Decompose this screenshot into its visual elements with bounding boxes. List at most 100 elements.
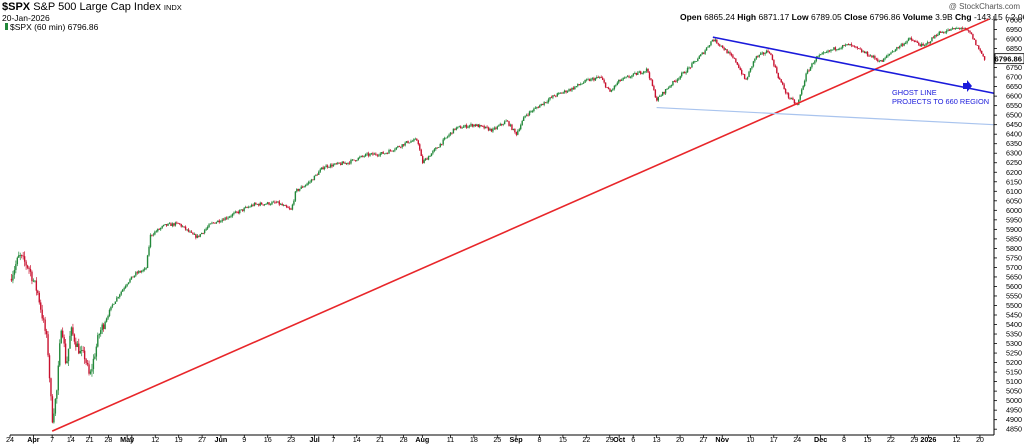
candle-body bbox=[467, 126, 469, 128]
candle-body bbox=[912, 39, 914, 42]
candle-body bbox=[878, 61, 880, 62]
candle-body bbox=[501, 123, 503, 125]
candle-body bbox=[623, 77, 626, 79]
candle-body bbox=[584, 79, 586, 83]
candle-body bbox=[233, 212, 235, 215]
candle-body bbox=[427, 156, 430, 160]
candle-body bbox=[702, 52, 705, 54]
candle-body bbox=[638, 71, 640, 73]
candle-body bbox=[945, 30, 948, 33]
candle-body bbox=[925, 43, 927, 46]
candle-body bbox=[587, 79, 589, 81]
candle-body bbox=[754, 58, 756, 62]
candle-body bbox=[215, 222, 218, 224]
candle-body bbox=[208, 224, 210, 227]
candle-body bbox=[672, 81, 674, 86]
candle-body bbox=[839, 48, 841, 50]
candle-body bbox=[844, 44, 847, 46]
candle-body bbox=[742, 74, 744, 75]
change-value: -143.15 (-2.06%) bbox=[973, 12, 1024, 22]
candle-body bbox=[424, 158, 427, 161]
x-tick-label: 8 bbox=[537, 435, 541, 444]
candle-body bbox=[313, 175, 316, 181]
candle-body bbox=[764, 53, 766, 55]
candle-body bbox=[252, 204, 254, 206]
candle-body bbox=[831, 49, 834, 51]
candle-body bbox=[187, 229, 190, 232]
candle-body bbox=[711, 39, 714, 42]
y-tick-label: 6950 bbox=[1006, 25, 1022, 34]
candle-body bbox=[704, 50, 706, 54]
y-tick-label: 6500 bbox=[1006, 111, 1022, 120]
candle-body bbox=[653, 86, 655, 91]
candle-body bbox=[615, 85, 617, 86]
candle-body bbox=[398, 146, 400, 148]
candle-body bbox=[234, 211, 237, 213]
x-tick-label: 21 bbox=[376, 435, 384, 444]
candle-body bbox=[517, 130, 519, 135]
candle-body bbox=[334, 163, 336, 165]
candle-body bbox=[717, 43, 719, 45]
candle-body bbox=[606, 87, 608, 89]
candle-body bbox=[610, 90, 613, 92]
candle-body bbox=[195, 234, 197, 238]
candle-body bbox=[850, 44, 853, 46]
candle-body bbox=[85, 359, 87, 363]
candle-body bbox=[290, 208, 292, 210]
candle-body bbox=[319, 169, 321, 172]
candle-body bbox=[76, 343, 79, 347]
candle-body bbox=[345, 162, 348, 164]
candle-body bbox=[814, 60, 816, 64]
x-tick-label: Nov bbox=[715, 435, 729, 444]
candle-body bbox=[136, 272, 139, 274]
candle-body bbox=[520, 125, 522, 130]
candle-body bbox=[915, 41, 917, 42]
candle-body bbox=[190, 231, 193, 233]
candle-body bbox=[508, 121, 510, 126]
candle-body bbox=[359, 156, 361, 158]
candle-body bbox=[651, 79, 654, 87]
candle-body bbox=[179, 223, 181, 225]
candle-body bbox=[111, 304, 114, 307]
candle-body bbox=[184, 226, 187, 230]
candle-body bbox=[899, 45, 901, 48]
candle-body bbox=[164, 224, 166, 225]
candle-body bbox=[214, 222, 216, 224]
candle-body bbox=[331, 164, 333, 167]
candle-body bbox=[951, 28, 954, 29]
candle-body bbox=[809, 67, 812, 71]
candle-body bbox=[212, 222, 215, 224]
candle-body bbox=[47, 334, 49, 356]
candle-body bbox=[366, 153, 368, 155]
x-tick-label: Apr bbox=[27, 435, 40, 444]
y-tick-label: 6050 bbox=[1006, 196, 1022, 205]
candle-body bbox=[285, 205, 288, 208]
candle-body bbox=[833, 47, 835, 50]
x-tick-label: 8 bbox=[842, 435, 846, 444]
candle-body bbox=[484, 126, 487, 129]
candle-body bbox=[328, 167, 330, 168]
candle-body bbox=[293, 200, 295, 205]
candle-body bbox=[837, 49, 839, 51]
candle-body bbox=[940, 31, 942, 33]
y-tick-label: 6250 bbox=[1006, 158, 1022, 167]
candle-body bbox=[83, 350, 86, 360]
candle-body bbox=[828, 50, 831, 52]
candle-body bbox=[259, 202, 261, 206]
x-tick-label: 6 bbox=[631, 435, 635, 444]
candle-body bbox=[442, 139, 444, 145]
candle-body bbox=[61, 330, 64, 338]
chart-date: 20-Jan-2026 bbox=[2, 13, 50, 23]
candle-body bbox=[192, 232, 194, 235]
candle-body bbox=[686, 68, 689, 73]
candle-body bbox=[402, 144, 405, 146]
candle-body bbox=[827, 50, 829, 53]
candle-body bbox=[386, 153, 389, 154]
y-tick-label: 4900 bbox=[1006, 415, 1022, 424]
candle-body bbox=[792, 98, 794, 100]
candle-body bbox=[877, 59, 879, 62]
candle-body bbox=[228, 216, 231, 218]
candle-body bbox=[64, 343, 67, 364]
candle-body bbox=[133, 275, 136, 278]
